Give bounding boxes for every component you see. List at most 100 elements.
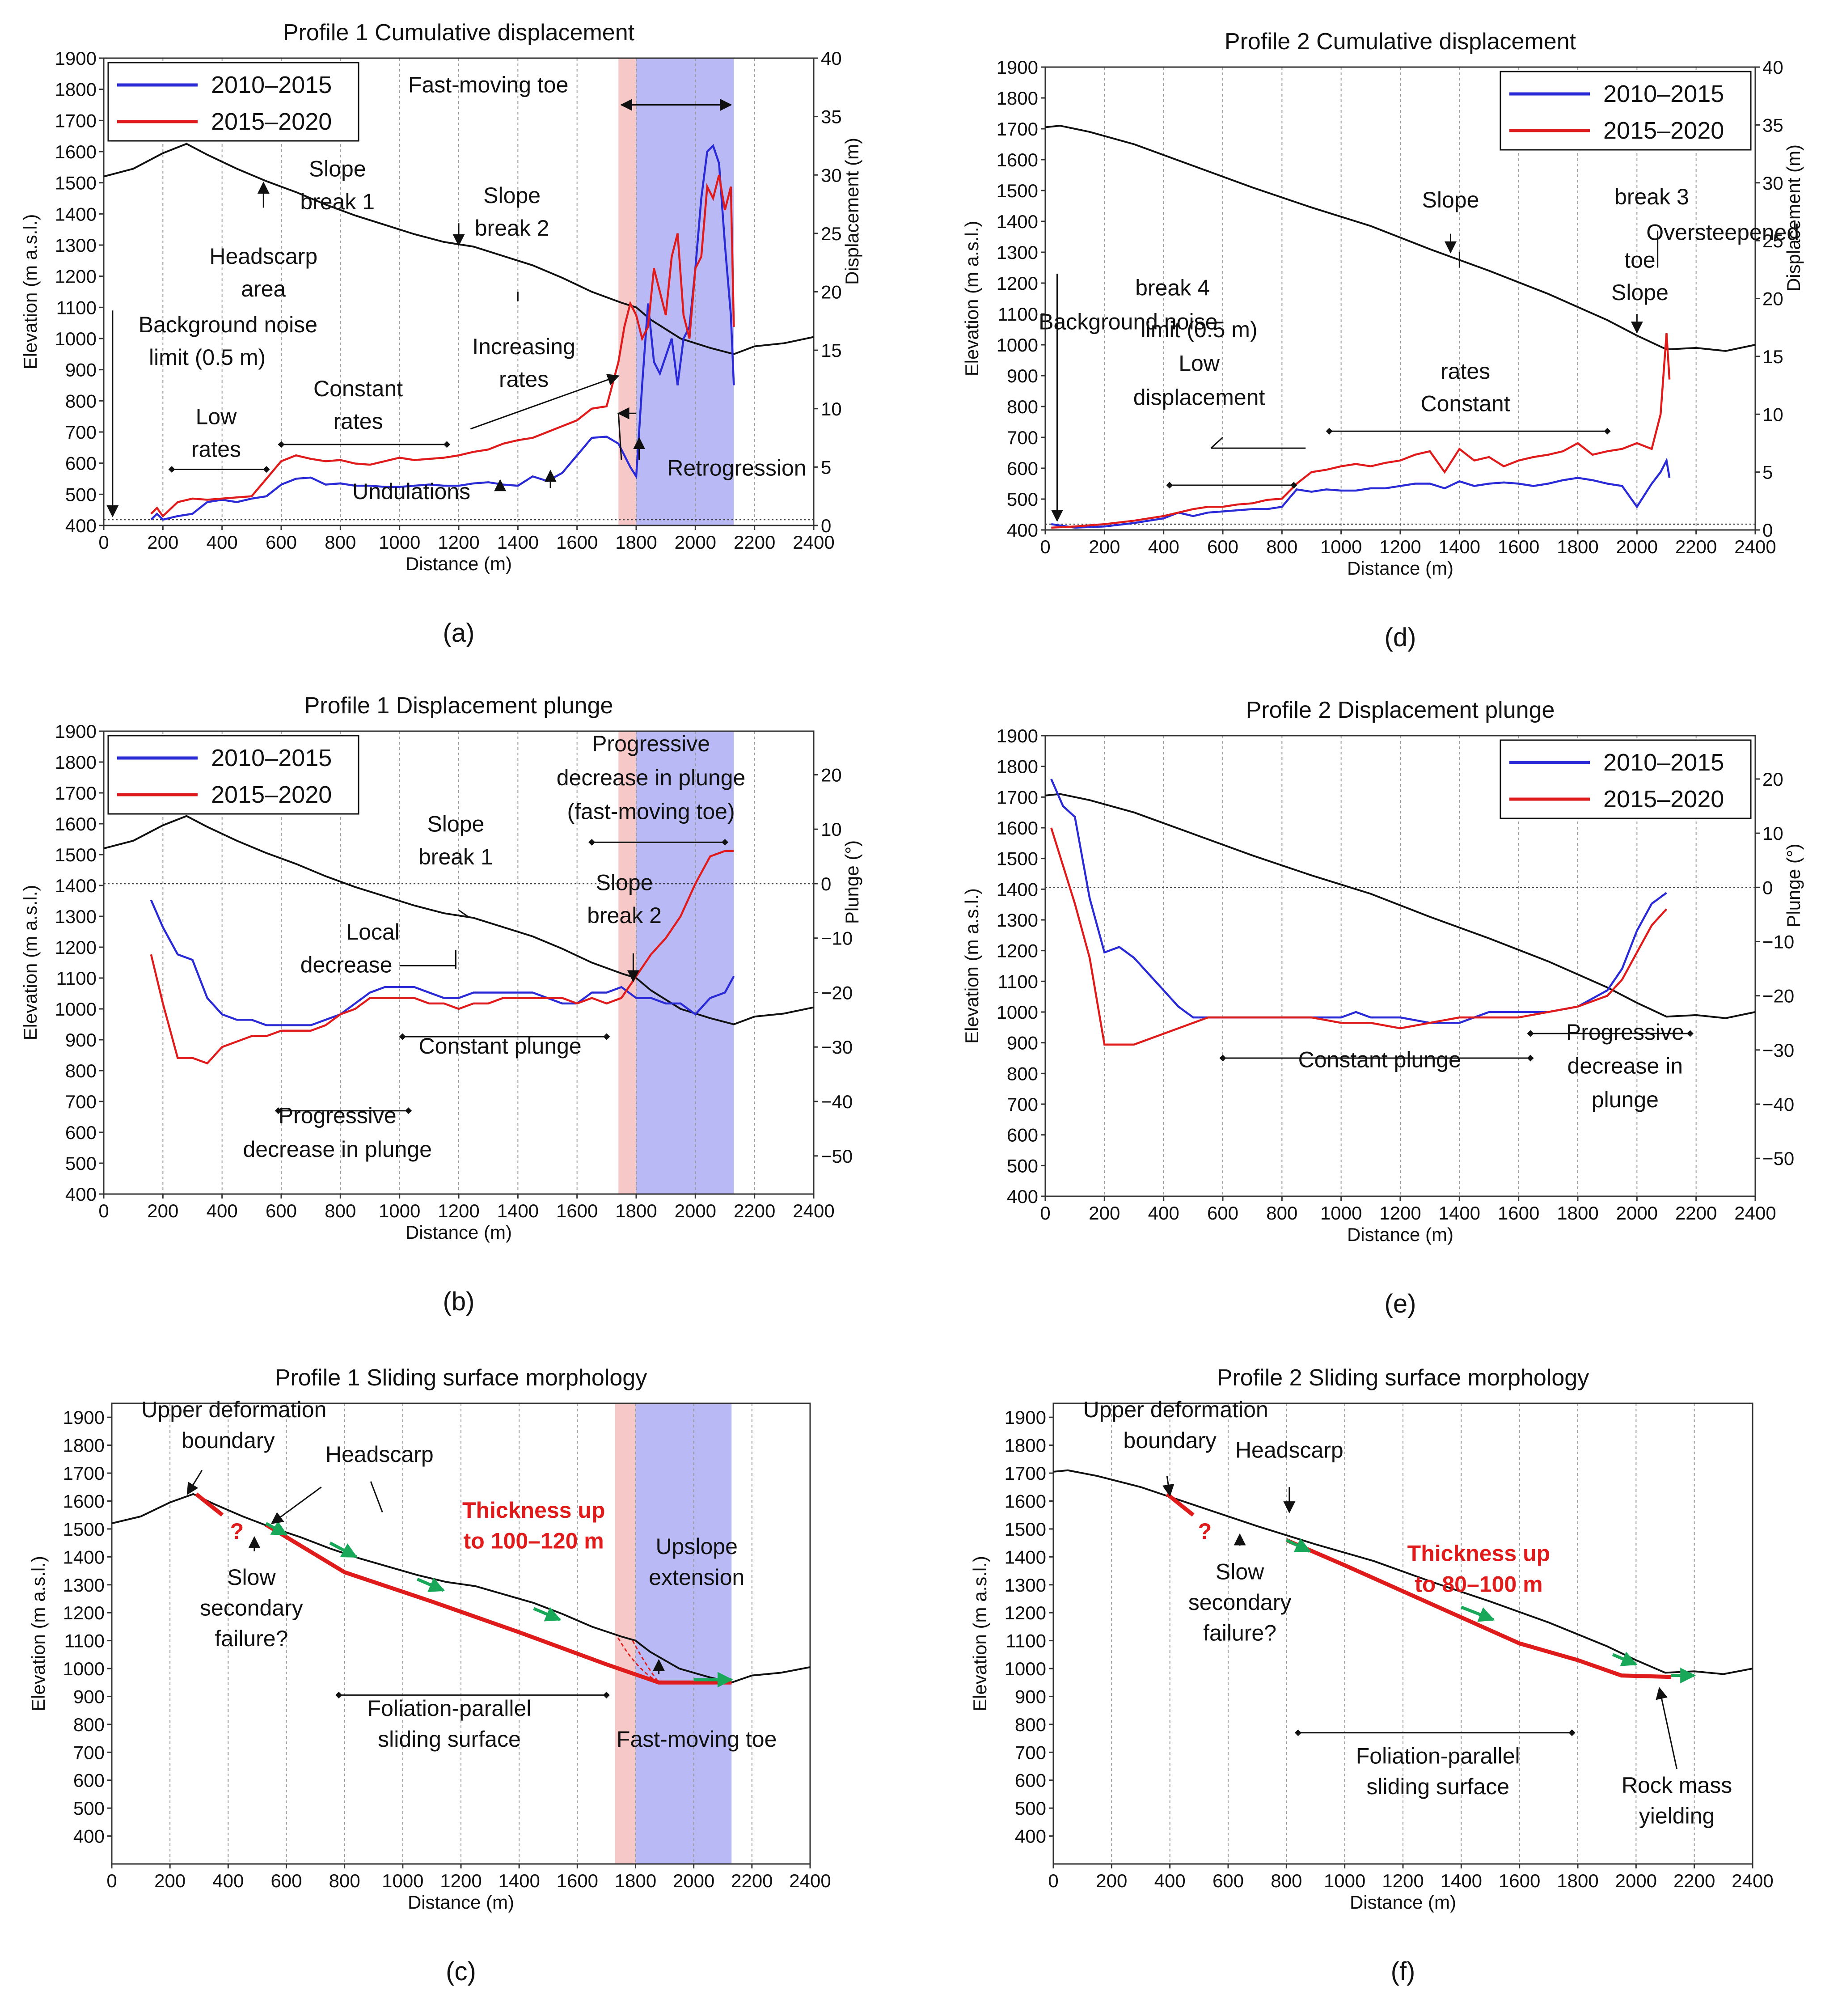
x-tick-label: 2400 [789,1870,831,1891]
movement-arrow [1612,1652,1638,1666]
series-line-2010-2015 [1051,457,1671,529]
annotation-text: Background noise [1039,309,1217,335]
annotation-text: Fast-moving toe [617,1727,777,1752]
y-tick-label: 1400 [1005,1546,1046,1567]
y2-tick-label: −50 [1762,1148,1794,1169]
y-axis-label: Elevation (m a.s.l.) [969,1556,990,1711]
y2-tick-label: 30 [1762,173,1783,194]
annotation-text: Background noise [139,312,317,337]
y-tick-label: 900 [1007,365,1038,386]
y2-axis-label: Displacement (m) [841,138,862,285]
y-tick-label: 1800 [55,79,97,100]
annotation-text: plunge [1592,1087,1659,1112]
y-tick-label: 1100 [1006,1631,1046,1652]
y-tick-label: 1000 [997,1002,1038,1023]
y-tick-label: 500 [73,1798,105,1819]
annotation-text: Slope [1422,187,1479,212]
annotation-text: Slow [1216,1559,1264,1584]
x-tick-label: 1400 [1439,1203,1480,1224]
annotation-text: (fast-moving toe) [567,799,735,824]
annotation-text: Low [1179,351,1220,376]
annotation-text: rates [499,367,549,392]
x-tick-label: 800 [1266,536,1297,557]
series-line-2015-2020 [150,174,735,518]
sliding-surface-line [1285,1538,1671,1679]
x-tick-label: 600 [1207,536,1238,557]
movement-arrow [417,1577,445,1592]
x-tick-label: 600 [266,532,297,553]
x-tick-label: 1200 [440,1870,482,1891]
y-tick-label: 1500 [997,848,1038,869]
y-tick-label: 400 [65,1184,97,1205]
y-tick-label: 800 [73,1714,105,1735]
annotation-text: Oversteepened [1646,220,1799,245]
upslope-extension-dashed [632,1640,659,1683]
annotation-arrow [470,374,620,430]
y-tick-label: 1200 [997,273,1038,294]
y2-tick-label: −50 [821,1146,853,1167]
x-tick-label: 2200 [1675,1203,1717,1224]
x-tick-label: 800 [329,1870,360,1891]
x-tick-label: 2200 [1673,1870,1715,1891]
x-axis-label: Distance (m) [408,1892,514,1913]
annotation-text: decrease [300,953,393,978]
x-tick-label: 1000 [382,1870,423,1891]
annotation-text: Foliation-parallel [368,1696,532,1721]
y-tick-label: 1800 [63,1435,105,1456]
annotation-text: Upslope [655,1534,737,1559]
x-axis-label: Distance (m) [1350,1892,1456,1913]
x-tick-label: 1800 [615,1870,656,1891]
x-tick-label: 1800 [1557,1203,1598,1224]
y-tick-label: 1400 [55,203,97,224]
y-tick-label: 1000 [55,328,97,349]
y2-tick-label: −20 [1762,986,1794,1007]
annotation-text: Slope [596,870,653,895]
panel-label: (b) [443,1287,475,1316]
y-tick-label: 1600 [63,1491,105,1512]
annotation-text: to 80–100 m [1415,1571,1542,1597]
legend-label: 2010–2015 [211,745,332,771]
y-tick-label: 1500 [1005,1519,1046,1540]
x-tick-label: 600 [266,1200,297,1221]
y2-tick-label: 10 [821,398,842,419]
y2-tick-label: 40 [821,48,842,69]
legend-label: 2010–2015 [211,72,332,98]
x-tick-label: 200 [1089,536,1120,557]
y-tick-label: 1000 [55,999,97,1020]
annotation-text: boundary [1123,1428,1217,1453]
y-axis-label: Elevation (m a.s.l.) [961,888,982,1044]
x-tick-label: 2400 [793,532,834,553]
x-tick-label: 800 [325,1200,356,1221]
x-tick-label: 400 [1148,536,1179,557]
y-tick-label: 1300 [55,906,97,927]
x-tick-label: 1200 [1379,1203,1421,1224]
y-tick-label: 700 [1007,1094,1038,1115]
x-tick-label: 1800 [1557,1870,1598,1891]
annotation-text: Local [346,919,400,944]
y2-tick-label: 20 [821,764,842,785]
y2-tick-label: 10 [1762,404,1783,425]
y-tick-label: 1600 [55,813,97,834]
x-tick-label: 0 [106,1870,117,1891]
y2-tick-label: −20 [821,982,853,1003]
annotation-text: break 4 [1135,275,1210,301]
x-tick-label: 2400 [1732,1870,1773,1891]
movement-arrow [265,1520,288,1536]
x-tick-label: 1200 [1382,1870,1424,1891]
legend-box [107,735,359,815]
y-tick-label: 1900 [63,1407,105,1428]
annotation-text: rates [333,409,383,434]
annotation-text: to 100–120 m [464,1529,604,1554]
x-tick-label: 2000 [673,1870,714,1891]
y-tick-label: 800 [65,390,97,411]
x-tick-label: 800 [1271,1870,1302,1891]
chart-title: Profile 2 Sliding surface morphology [1217,1365,1589,1391]
y2-tick-label: −40 [1762,1094,1794,1115]
annotation-text: Constant plunge [419,1033,582,1059]
annotation-text: displacement [1133,385,1265,410]
panel-b: 0 200 400 600 800 1000 1200 1400 1600 1800 2000 220… [20,693,862,1316]
y-tick-label: 1200 [55,937,97,958]
x-tick-label: 1200 [438,1200,479,1221]
terrain-line [1045,793,1756,1019]
y2-tick-label: 15 [821,340,842,361]
